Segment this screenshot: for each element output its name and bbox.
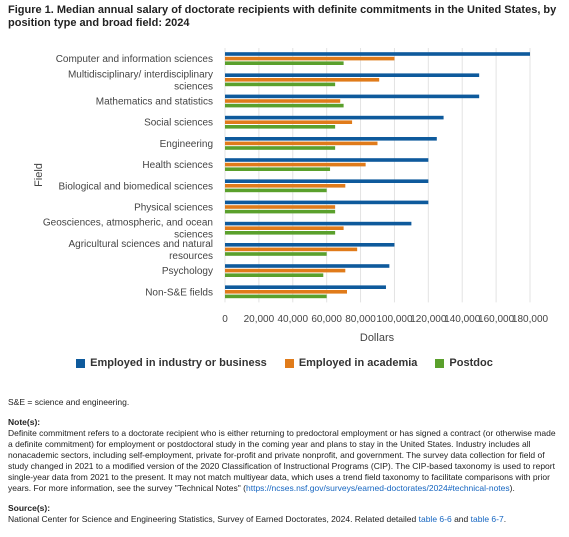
bars: [225, 52, 530, 299]
category-label: sciences: [174, 81, 213, 92]
bar-industry[interactable]: [225, 158, 429, 162]
notes-end: ).: [509, 483, 515, 493]
bar-industry[interactable]: [225, 221, 412, 226]
x-tick-label: 100,000: [376, 314, 413, 325]
category-labels: Computer and information sciences Multidi…: [43, 54, 213, 298]
legend-label-postdoc: Postdoc: [449, 357, 493, 369]
source-end: .: [503, 514, 507, 524]
bar-academia[interactable]: [225, 247, 358, 252]
source-heading: Source(s):: [8, 503, 51, 513]
x-tick-label: 80,000: [345, 314, 376, 325]
legend-swatch-academia: [284, 358, 294, 368]
category-label: Social sciences: [144, 118, 213, 129]
category-label: Engineering: [160, 139, 213, 150]
gridlines: [224, 48, 531, 303]
bar-industry[interactable]: [225, 94, 480, 99]
x-tick-label: 40,000: [277, 314, 308, 325]
bar-industry[interactable]: [225, 52, 530, 56]
bar-postdoc[interactable]: [225, 167, 331, 171]
category-label: Physical sciences: [134, 203, 213, 214]
bar-postdoc[interactable]: [225, 294, 327, 299]
x-tick-label: 0: [222, 314, 228, 325]
bar-industry[interactable]: [225, 264, 390, 268]
legend-item-academia[interactable]: Employed in academia: [284, 357, 418, 369]
x-tick-label: 20,000: [244, 314, 275, 325]
bar-academia[interactable]: [225, 184, 346, 188]
bar-postdoc[interactable]: [225, 273, 324, 277]
source-and: and: [451, 514, 471, 524]
x-tick-label: 140,000: [444, 314, 481, 325]
category-label: Multidisciplinary/ interdisciplinary: [68, 69, 213, 80]
bar-postdoc[interactable]: [225, 188, 327, 193]
legend-label-academia: Employed in academia: [298, 357, 418, 369]
table-6-7-link[interactable]: table 6-7: [470, 514, 504, 524]
category-label: Health sciences: [142, 160, 213, 171]
x-tick-labels: 0 20,000 40,000 60,000 80,000 100,000120,0001…: [222, 314, 548, 325]
bar-academia[interactable]: [225, 226, 344, 230]
category-label: Geosciences, atmospheric, and ocean: [43, 218, 213, 229]
bar-academia[interactable]: [225, 290, 347, 294]
legend-item-industry[interactable]: Employed in industry or business: [76, 357, 267, 369]
notes-heading: Note(s):: [8, 417, 41, 427]
bar-academia[interactable]: [225, 56, 395, 61]
bar-industry[interactable]: [225, 243, 395, 247]
bar-academia[interactable]: [225, 141, 378, 146]
legend-swatch-postdoc: [435, 358, 445, 368]
notes-body: Definite commitment refers to a doctorat…: [8, 428, 556, 493]
category-label: Computer and information sciences: [56, 54, 213, 65]
notes-text: Definite commitment refers to a doctorat…: [8, 428, 560, 494]
bar-academia[interactable]: [225, 205, 336, 209]
category-label: resources: [169, 251, 213, 262]
x-tick-label: 120,000: [410, 314, 447, 325]
category-label: Agricultural sciences and natural: [68, 239, 213, 250]
bar-industry[interactable]: [225, 137, 437, 141]
legend-label-industry: Employed in industry or business: [90, 357, 267, 369]
bar-industry[interactable]: [225, 200, 429, 205]
legend: Employed in industry or business Employe…: [0, 357, 569, 369]
bar-postdoc[interactable]: [225, 209, 336, 214]
category-label: Psychology: [162, 266, 213, 277]
table-6-6-link[interactable]: table 6-6: [418, 514, 452, 524]
bar-industry[interactable]: [225, 285, 386, 289]
bar-postdoc[interactable]: [225, 252, 327, 256]
bar-industry[interactable]: [225, 179, 429, 183]
bar-academia[interactable]: [225, 162, 366, 167]
x-tick-label: 160,000: [478, 314, 515, 325]
bar-academia[interactable]: [225, 99, 341, 103]
y-axis-title: Field: [33, 163, 45, 187]
bar-chart: Computer and information sciences Multidi…: [33, 48, 549, 344]
bar-industry[interactable]: [225, 73, 480, 77]
bar-postdoc[interactable]: [225, 146, 336, 150]
bar-postdoc[interactable]: [225, 103, 344, 108]
x-axis-title: Dollars: [360, 332, 395, 344]
category-label: sciences: [174, 230, 213, 241]
technical-notes-link[interactable]: https://ncses.nsf.gov/surveys/earned-doc…: [246, 483, 510, 493]
category-label: Mathematics and statistics: [96, 97, 213, 108]
figure-notes: S&E = science and engineering. Note(s): …: [8, 397, 560, 525]
abbreviation-note: S&E = science and engineering.: [8, 397, 130, 407]
source-text: National Center for Science and Engineer…: [8, 514, 560, 525]
x-tick-label: 60,000: [311, 314, 342, 325]
bar-academia[interactable]: [225, 120, 353, 124]
category-label: Non-S&E fields: [145, 287, 213, 298]
bar-postdoc[interactable]: [225, 61, 344, 65]
category-label: Biological and biomedical sciences: [58, 181, 213, 192]
source-body: National Center for Science and Engineer…: [8, 514, 419, 524]
bar-postdoc[interactable]: [225, 82, 336, 87]
legend-item-postdoc[interactable]: Postdoc: [435, 357, 493, 369]
x-tick-label: 180,000: [512, 314, 549, 325]
figure-title: Figure 1. Median annual salary of doctor…: [8, 4, 557, 29]
bar-postdoc[interactable]: [225, 125, 336, 129]
bar-academia[interactable]: [225, 268, 346, 273]
legend-swatch-industry: [76, 358, 86, 368]
bar-academia[interactable]: [225, 78, 380, 82]
bar-postdoc[interactable]: [225, 231, 336, 235]
bar-industry[interactable]: [225, 115, 444, 120]
